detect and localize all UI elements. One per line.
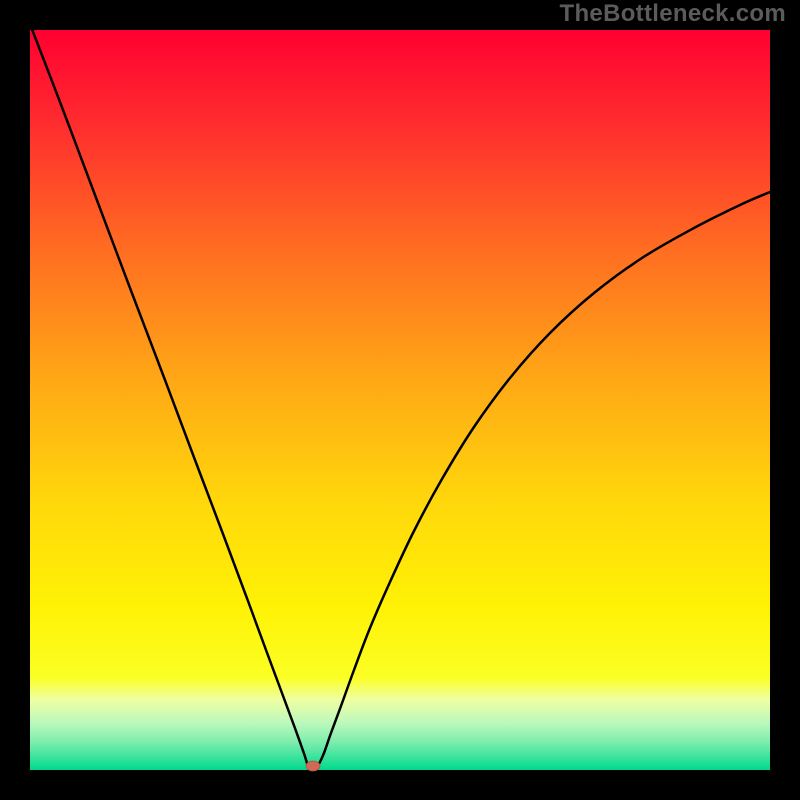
bottleneck-chart [0, 0, 800, 800]
chart-canvas: TheBottleneck.com [0, 0, 800, 800]
optimal-point-marker [306, 761, 320, 771]
plot-area [30, 30, 770, 770]
watermark-label: TheBottleneck.com [560, 0, 786, 28]
